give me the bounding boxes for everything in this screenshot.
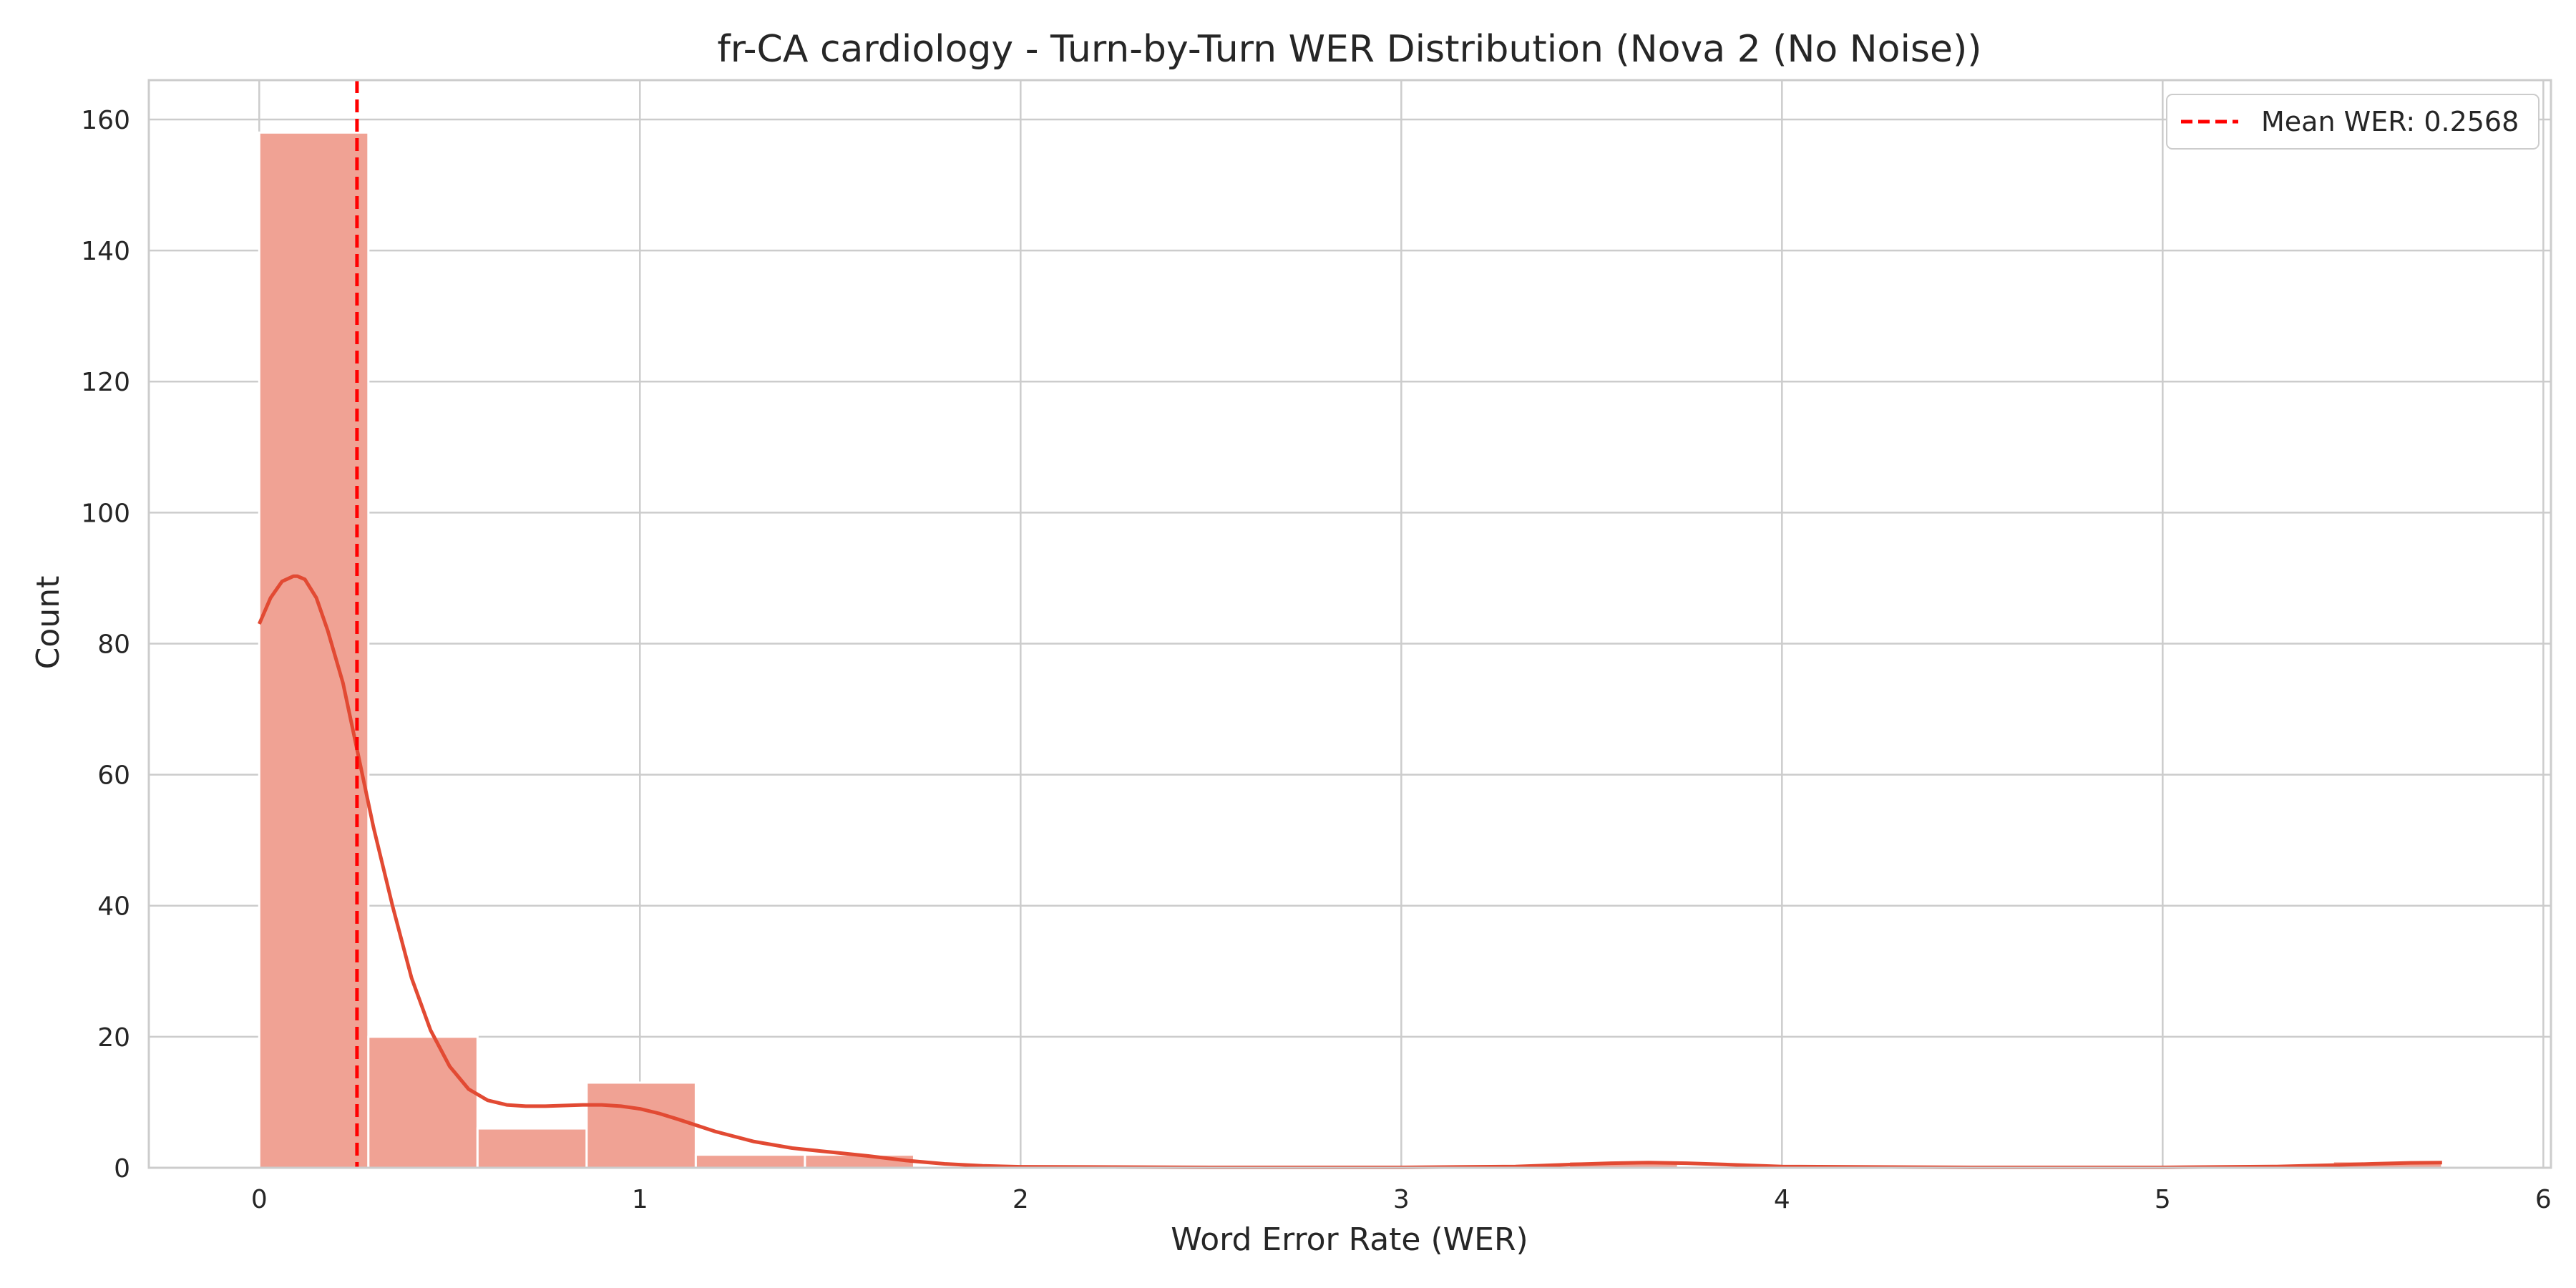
y-axis-label: Count (30, 576, 67, 670)
y-tick-label-3: 60 (97, 761, 130, 791)
y-tick-label-2: 40 (97, 892, 130, 922)
x-tick-label-2: 2 (1013, 1185, 1029, 1214)
y-tick-label-7: 140 (81, 237, 130, 266)
x-axis-label: Word Error Rate (WER) (1171, 1221, 1528, 1258)
legend-label-mean-wer: Mean WER: 0.2568 (2261, 106, 2519, 137)
kde-layer (258, 574, 2442, 1169)
histogram-bar-2 (476, 1127, 588, 1169)
histogram-bars (258, 131, 2444, 1169)
y-tick-label-6: 120 (81, 368, 130, 397)
legend: Mean WER: 0.2568 (2166, 94, 2540, 150)
axes-frame (147, 79, 2552, 1169)
kde-curve (258, 574, 2442, 1169)
y-tick-label-4: 80 (97, 630, 130, 659)
x-tick-label-5: 5 (2155, 1185, 2171, 1214)
legend-box (2166, 94, 2540, 150)
histogram-bar-4 (694, 1153, 806, 1169)
x-tick-label-4: 4 (1774, 1185, 1790, 1214)
x-tick-label-0: 0 (251, 1185, 268, 1214)
histogram-bar-1 (367, 1035, 479, 1169)
grid-layer (149, 80, 2551, 1169)
y-tick-label-0: 0 (114, 1154, 130, 1184)
histogram-bar-3 (585, 1081, 697, 1169)
x-tick-label-3: 3 (1393, 1185, 1410, 1214)
chart-title: fr-CA cardiology - Turn-by-Turn WER Dist… (717, 28, 1981, 71)
y-tick-label-8: 160 (81, 106, 130, 135)
x-tick-label-1: 1 (632, 1185, 648, 1214)
histogram-bar-0 (258, 131, 370, 1169)
y-tick-label-1: 20 (97, 1023, 130, 1053)
x-tick-label-6: 6 (2535, 1185, 2552, 1214)
y-tick-label-5: 100 (81, 499, 130, 528)
